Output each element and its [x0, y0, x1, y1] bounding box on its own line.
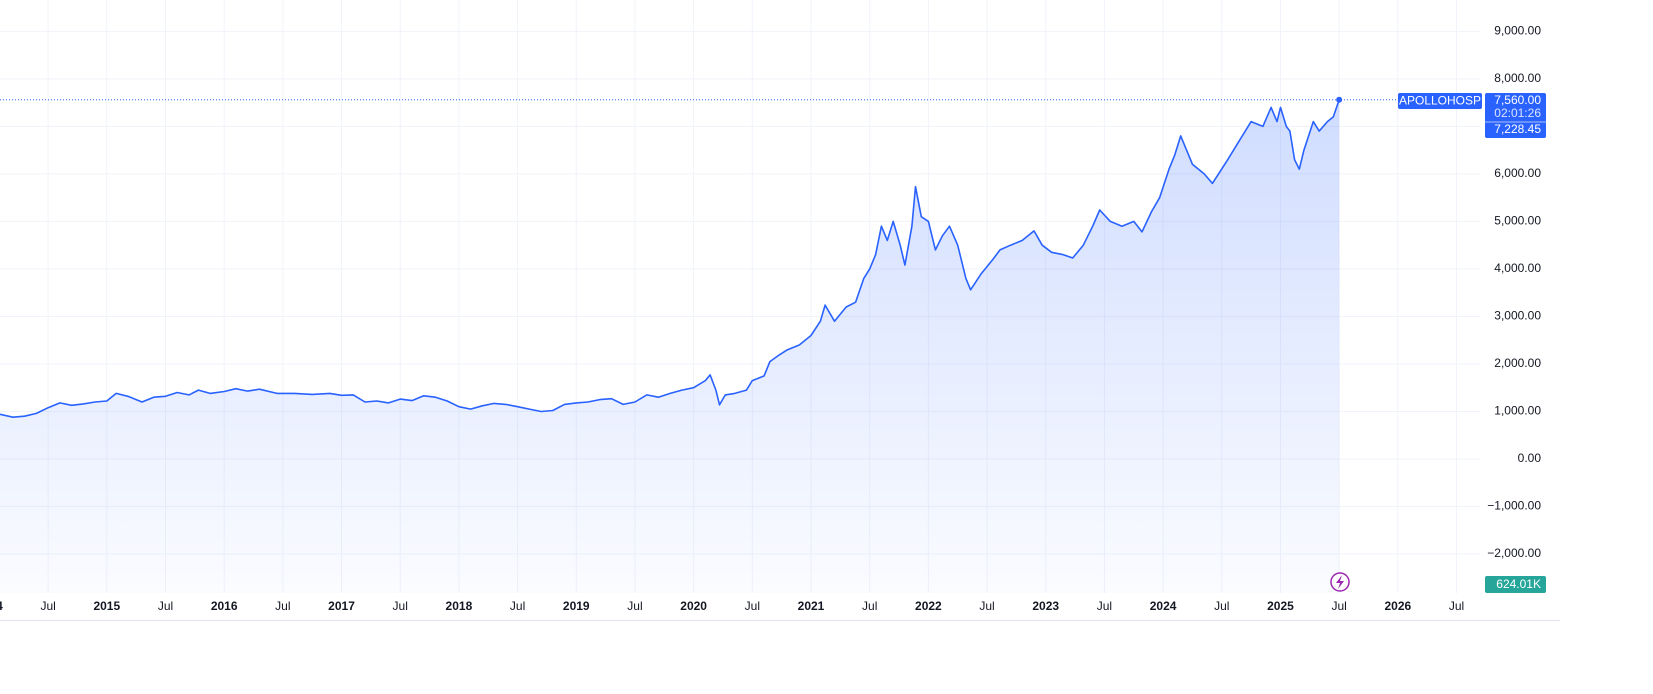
y-tick-label: 6,000.00 [1494, 166, 1541, 180]
x-tick-label: Jul [510, 599, 525, 613]
x-tick-label: 2025 [1267, 599, 1294, 613]
y-tick-label: 4,000.00 [1494, 261, 1541, 275]
x-tick-label: Jul [745, 599, 760, 613]
y-tick-label: −2,000.00 [1487, 546, 1541, 560]
x-tick-label: Jul [393, 599, 408, 613]
price-line [0, 99, 1340, 418]
y-tick-label: 1,000.00 [1494, 404, 1541, 418]
x-tick-label: 2017 [328, 599, 355, 613]
x-tick-label: 2024 [1150, 599, 1177, 613]
x-tick-label: Jul [979, 599, 994, 613]
price-tag-bg [1485, 93, 1546, 138]
volume-tag-bg [1485, 576, 1546, 593]
price-tag: APOLLOHOSP 7,560.00 02:01:26 7,228.45 [1398, 93, 1546, 138]
x-tick-label: 2026 [1384, 599, 1411, 613]
volume-tag-text: 624.01K [1496, 577, 1541, 591]
x-tick-label: Jul [40, 599, 55, 613]
y-tick-label: 5,000.00 [1494, 214, 1541, 228]
x-tick-label: 2014 [0, 599, 3, 613]
previous-close-tag: 7,228.45 [1494, 122, 1541, 136]
lightning [1336, 575, 1344, 589]
x-tick-label: Jul [1097, 599, 1112, 613]
price-tag: 7,560.00 [1494, 93, 1541, 107]
x-tick-label: Jul [627, 599, 642, 613]
symbol-tag: APOLLOHOSP [1399, 94, 1481, 108]
x-tick-label: 2016 [211, 599, 238, 613]
area [0, 99, 1340, 594]
x-tick-label: Jul [158, 599, 173, 613]
x-tick-label: 2023 [1032, 599, 1059, 613]
x-tick-label: 2021 [798, 599, 825, 613]
x-tick-label: 2020 [680, 599, 707, 613]
y-tick-label: −1,000.00 [1487, 499, 1541, 513]
x-tick-label: Jul [862, 599, 877, 613]
y-tick-label: 3,000.00 [1494, 309, 1541, 323]
x-tick-label: 2022 [915, 599, 942, 613]
x-tick-label: Jul [1214, 599, 1229, 613]
y-tick-label: 8,000.00 [1494, 71, 1541, 85]
countdown: 02:01:26 [1494, 106, 1541, 120]
x-tick-label: 2019 [563, 599, 590, 613]
y-tick-label: 9,000.00 [1494, 24, 1541, 38]
x-tick-label: Jul [1449, 599, 1464, 613]
labels: −2,000.00 −1,000.00 0.00 1,000.00 2,000.00 3,… [0, 24, 1541, 614]
x-tick-label: 2018 [446, 599, 473, 613]
y-tick-label: 2,000.00 [1494, 356, 1541, 370]
x-tick-label: Jul [1331, 599, 1346, 613]
y-tick-label: 0.00 [1518, 451, 1542, 465]
volume-tag: 624.01K [1485, 576, 1546, 593]
plot [0, 96, 1398, 594]
symbol-tag-bg [1398, 93, 1482, 109]
x-tick-label: Jul [275, 599, 290, 613]
last-point [1336, 96, 1343, 103]
event-icon[interactable] [1330, 572, 1350, 592]
x-tick-label: 2015 [93, 599, 120, 613]
